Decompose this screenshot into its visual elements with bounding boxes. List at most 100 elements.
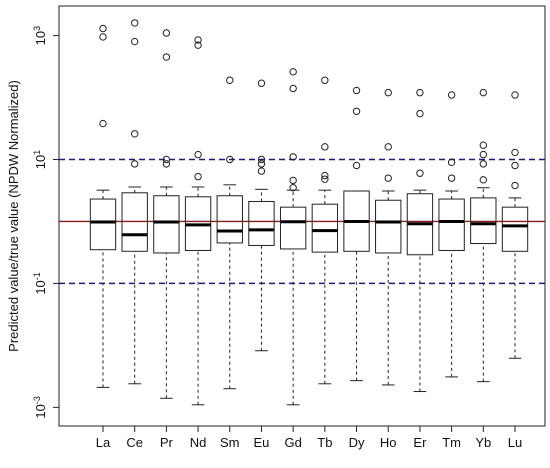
x-tick-label-Dy: Dy	[349, 435, 365, 450]
box-Ho	[375, 88, 402, 386]
outlier-Tb-2	[321, 171, 329, 180]
outlier-Yb-3	[479, 160, 488, 168]
outlier-La-1	[99, 33, 107, 41]
outlier-Nd-2	[194, 150, 202, 159]
box-Lu	[501, 91, 529, 359]
box-body-Gd	[279, 206, 307, 250]
outlier-Dy-1	[352, 107, 361, 115]
y-tick-label-0: 10-3	[32, 396, 48, 418]
box-body-Pr	[153, 195, 180, 254]
outlier-Gd-0	[289, 68, 297, 76]
x-tick-label-Pr: Pr	[160, 435, 174, 450]
box-Eu	[248, 79, 275, 352]
y-tick-label-1: 10-1	[32, 272, 48, 294]
outlier-Nd-0	[194, 36, 202, 44]
x-tick-label-Lu: Lu	[508, 435, 522, 450]
outlier-Ce-1	[130, 37, 139, 46]
x-tick-label-La: La	[96, 435, 111, 450]
outlier-Gd-3	[289, 176, 297, 185]
outlier-Tm-2	[447, 174, 456, 182]
outlier-La-2	[99, 119, 107, 128]
box-body-Eu	[248, 200, 275, 246]
boxes	[89, 19, 529, 406]
box-Sm	[216, 76, 243, 390]
box-body-Ce	[121, 192, 148, 252]
outlier-Er-1	[416, 109, 424, 118]
box-body-La	[89, 198, 117, 251]
outlier-Eu-0	[257, 79, 266, 87]
outlier-Ho-2	[384, 174, 392, 182]
outlier-Ce-2	[130, 130, 139, 138]
outlier-Pr-3	[162, 160, 171, 168]
box-Yb	[470, 88, 497, 383]
outlier-Dy-2	[352, 161, 361, 170]
outlier-Tb-0	[321, 76, 329, 84]
outlier-Sm-1	[226, 76, 234, 84]
box-La	[89, 24, 117, 388]
x-tick-label-Nd: Nd	[190, 435, 207, 450]
plot-frame	[58, 5, 546, 427]
box-Nd	[184, 36, 212, 406]
outlier-Pr-2	[162, 155, 171, 164]
outlier-Tm-1	[447, 158, 456, 167]
box-Gd	[279, 68, 307, 406]
box-body-Ho	[375, 199, 402, 254]
outlier-Pr-1	[162, 53, 171, 61]
outlier-Tb-3	[321, 175, 329, 183]
box-Dy	[343, 86, 370, 382]
x-tick-label-Eu: Eu	[254, 435, 270, 450]
outlier-Tm-0	[447, 91, 456, 99]
outlier-Eu-2	[257, 160, 266, 168]
box-body-Tb	[311, 203, 339, 253]
x-tick-label-Tb: Tb	[317, 435, 332, 450]
outlier-Ce-0	[130, 19, 139, 27]
box-Er	[406, 88, 434, 393]
box-body-Sm	[216, 195, 243, 244]
outlier-Pr-0	[162, 29, 171, 37]
x-tick-label-Sm: Sm	[220, 435, 240, 450]
x-axis: La Ce Pr Nd Sm Eu Gd Tb Dy Ho Er Tm Yb Lu	[96, 426, 522, 450]
outlier-Yb-4	[479, 176, 488, 184]
outlier-Tb-1	[321, 143, 329, 151]
x-tick-label-Ho: Ho	[380, 435, 397, 450]
y-tick-label-3: 103	[32, 26, 48, 45]
outlier-Lu-3	[511, 181, 519, 190]
outlier-Nd-1	[194, 41, 202, 49]
outlier-Lu-0	[511, 91, 519, 99]
outlier-Sm-2	[226, 155, 234, 164]
y-tick-label-2: 101	[32, 150, 48, 169]
outlier-Nd-3	[194, 172, 202, 181]
x-tick-label-Ce: Ce	[126, 435, 143, 450]
outlier-La-0	[99, 24, 107, 33]
outlier-Eu-3	[257, 167, 266, 175]
outlier-Ce-3	[130, 160, 139, 168]
y-axis-label: Predicted value/true value (NPDW Normali…	[6, 80, 21, 352]
box-body-Tm	[438, 198, 465, 251]
outlier-Dy-0	[352, 86, 361, 95]
box-body-Lu	[501, 206, 529, 252]
box-Tb	[311, 76, 339, 385]
outlier-Ho-0	[384, 88, 392, 97]
outlier-Yb-1	[479, 141, 488, 149]
y-axis: 10-3 10-1 101 103	[32, 26, 59, 419]
x-tick-label-Tm: Tm	[442, 435, 461, 450]
outlier-Lu-1	[511, 148, 519, 157]
outlier-Yb-0	[479, 88, 488, 97]
outlier-Gd-2	[289, 153, 297, 161]
outlier-Lu-2	[511, 161, 519, 170]
x-tick-label-Yb: Yb	[475, 435, 491, 450]
outlier-Er-0	[416, 88, 424, 97]
outlier-Yb-2	[479, 150, 488, 159]
x-tick-label-Gd: Gd	[284, 435, 301, 450]
box-Pr	[153, 29, 180, 399]
box-body-Yb	[470, 197, 497, 245]
outlier-Ho-1	[384, 143, 392, 151]
outlier-Gd-4	[289, 184, 297, 192]
outlier-Eu-1	[257, 155, 266, 164]
x-tick-label-Er: Er	[413, 435, 427, 450]
outlier-Gd-1	[289, 84, 297, 93]
outlier-Er-2	[416, 169, 424, 177]
box-Ce	[121, 19, 148, 385]
box-Tm	[438, 91, 465, 378]
